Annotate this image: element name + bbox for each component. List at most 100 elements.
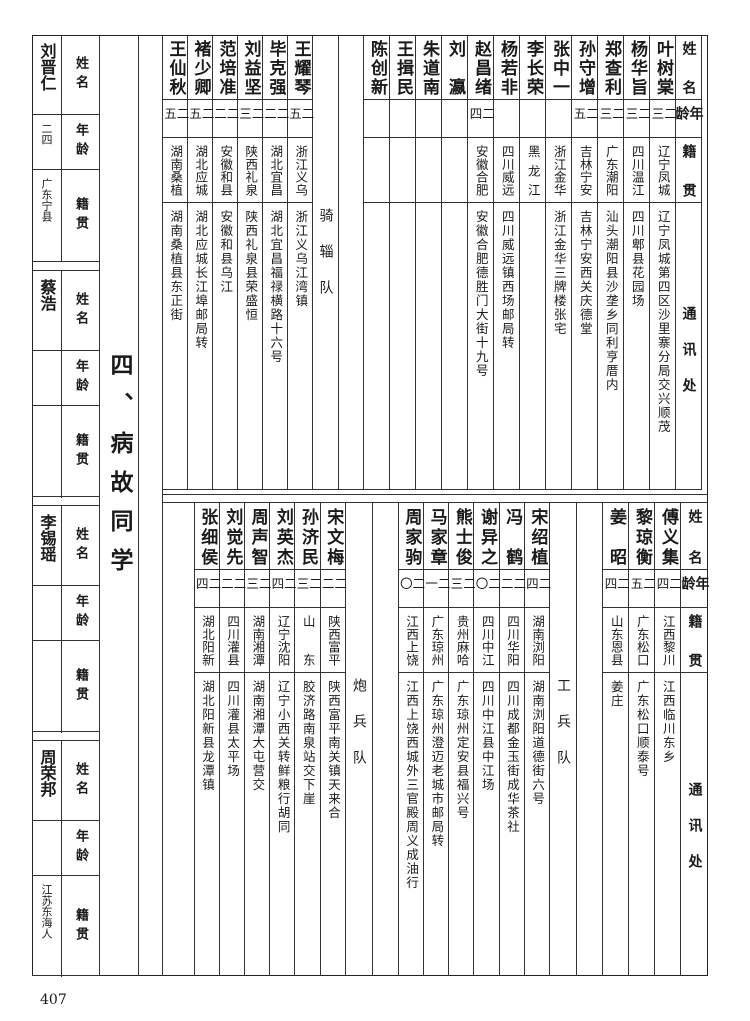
entry-address: 广东琼州澄迈老城市邮局转 (429, 680, 445, 848)
entry-origin: 陕西富平 (325, 615, 341, 666)
header-cell-age: 年龄 (674, 100, 704, 138)
entry-origin: 四川中江 (479, 615, 495, 666)
group-label-column: 工兵队 (549, 503, 576, 976)
entry-origin-cell: 湖南桑植 (163, 138, 187, 203)
entry-origin: 湖南桑植 (168, 145, 184, 196)
entry-origin: 吉林宁安 (577, 145, 593, 196)
entry-name-cell: 周声智 (245, 503, 270, 570)
roster-entry: 王仙秋 二五 湖南桑植 湖南桑植县东正街 (162, 35, 190, 489)
entry-name-cell: 杨若非 (494, 35, 519, 100)
entry-origin-cell: 四川灌县 (219, 608, 244, 673)
roster-entry: 周家驹 二〇 江西上饶 江西上饶西城外三官殿周义成油行 (397, 503, 426, 976)
entry-age: 二三 (244, 577, 272, 590)
entry-age: 二一 (423, 577, 451, 590)
entry-name-cell: 冯鹤 (499, 503, 524, 570)
entry-origin: 四川威远 (499, 145, 515, 196)
deceased-origin-label-cell: 籍贯 (62, 170, 99, 262)
entry-age-cell: 二四 (467, 100, 496, 138)
roster-entry: 杨若非 四川威远 四川威远镇西场邮局转 (493, 35, 519, 489)
header-origin: 籍贯 (680, 144, 697, 197)
entry-age-cell: 二一 (423, 570, 451, 608)
roster-entry: 刘瀛 (441, 35, 467, 489)
entry-origin: 浙江金华 (551, 145, 567, 196)
entry-age-cell: 二〇 (397, 570, 426, 608)
entry-address-cell (520, 203, 545, 490)
roster-entry: 刘英杰 二四 辽宁沈阳 辽宁小西关转鲜粮行胡同 (269, 503, 297, 976)
entry-age-cell: 二三 (448, 570, 476, 608)
entry-origin: 安徽合肥 (473, 145, 489, 196)
blank-column (371, 503, 398, 976)
entry-address: 湖北应城长江埠邮局转 (193, 210, 209, 350)
entry-address-cell: 广东松口顺泰号 (629, 673, 654, 976)
entry-name-cell: 赵昌绪 (468, 35, 493, 100)
entry-address-cell: 湖南湘潭大屯营交 (245, 673, 269, 976)
entry-name: 傅义集 (658, 508, 678, 565)
entry-name: 刘英杰 (272, 508, 293, 565)
entry-origin: 黑龙江 (525, 145, 541, 196)
header-cell-origin: 籍贯 (676, 138, 701, 203)
deceased-origin-label: 籍贯 (73, 197, 88, 235)
entry-address-cell: 陕西礼泉县荣盛恒 (238, 203, 262, 490)
deceased-name-label-cell: 姓名 (62, 271, 99, 350)
section-title: 四、病故同学 (106, 353, 133, 587)
entry-name: 王耀琴 (290, 40, 311, 95)
roster-entry: 张中一 浙江金华 浙江金华三牌楼张宅 (545, 35, 571, 489)
entry-address-cell: 湖北阳新县龙潭镇 (195, 673, 219, 976)
entry-age: 二〇 (397, 577, 426, 590)
entry-name-cell: 张细侯 (194, 503, 219, 570)
entry-name-cell: 褚少卿 (188, 35, 212, 100)
roster-entry: 姜昭 二四 山东恩县 姜庄 (602, 503, 630, 976)
entry-age: 二二 (319, 577, 348, 590)
entry-origin-cell (364, 138, 389, 203)
deceased-name-label: 姓名 (73, 761, 88, 800)
roster-entry: 褚少卿 二五 湖北应城 湖北应城长江埠邮局转 (187, 35, 215, 489)
entry-origin-cell: 辽宁凤城 (650, 138, 675, 203)
deceased-age-label: 年龄 (73, 123, 88, 161)
entry-name-cell: 孙济民 (295, 503, 320, 570)
entry-name: 刘益坚 (240, 40, 261, 95)
entry-origin: 湖北宜昌 (268, 145, 284, 196)
entry-name: 李长荣 (523, 40, 543, 95)
deceased-name-value-cell: 刘晋仁 (32, 35, 62, 114)
entry-name: 宋绍植 (527, 508, 548, 565)
roster-entry: 郑查利 二三 广东潮阳 汕头潮阳县沙垄乡同利亨厝内 (597, 35, 625, 489)
deceased-origin-label-cell: 籍贯 (62, 876, 99, 977)
entry-age-cell: 二三 (237, 100, 265, 138)
entry-name-cell: 张中一 (546, 35, 571, 100)
entry-origin: 安徽和县 (218, 145, 234, 196)
entry-age: 二三 (448, 577, 476, 590)
entry-address-cell: 辽宁小西关转鲜粮行胡同 (270, 673, 294, 976)
deceased-origin: 江苏东海人 (40, 884, 53, 939)
entry-address-cell: 四川郫县花园场 (624, 203, 649, 490)
entry-name-cell: 周家驹 (398, 503, 423, 570)
roster-entry: 孙守增 二五 吉林宁安 吉林宁安西关庆德堂 (571, 35, 599, 489)
entry-age-cell: 二三 (598, 100, 625, 138)
entry-address-cell: 四川成都金玉街成华茶社 (500, 673, 524, 976)
entry-age-cell (390, 100, 415, 138)
entry-origin-cell: 湖北宜昌 (263, 138, 287, 203)
deceased-age-value-cell (32, 821, 62, 875)
roster-entry: 傅义集 二四 江西黎川 江西临川东乡 (654, 503, 682, 976)
entry-origin-cell: 浙江义乌 (288, 138, 312, 203)
entry-age: 二〇 (473, 577, 502, 590)
entry-origin: 湖北应城 (193, 145, 209, 196)
entry-age: 二四 (467, 107, 496, 120)
entry-origin: 湖北阳新 (199, 615, 215, 666)
entry-name-cell: 黎琼衡 (629, 503, 654, 570)
roster-entry: 刘觉先 二二 四川灌县 四川灌县太平场 (218, 503, 246, 976)
header-address: 通讯处 (686, 782, 703, 891)
entry-name-cell: 姜昭 (603, 503, 628, 570)
entry-name: 王仙秋 (165, 40, 186, 95)
deceased-name-label: 姓名 (73, 291, 88, 330)
entry-origin-cell: 山东 (295, 608, 320, 673)
deceased-name-label: 姓名 (73, 526, 88, 565)
entry-age-cell: 二二 (219, 570, 246, 608)
deceased-origin-label: 籍贯 (73, 907, 88, 946)
entry-address: 浙江义乌江湾镇 (293, 210, 309, 308)
deceased-name-label-cell: 姓名 (62, 35, 99, 114)
entry-origin: 浙江义乌 (293, 145, 309, 196)
entry-origin-cell: 吉林宁安 (572, 138, 597, 203)
entry-address: 江西临川东乡 (660, 680, 676, 764)
entry-origin-cell: 湖北应城 (188, 138, 212, 203)
entry-origin: 陕西礼泉 (243, 145, 259, 196)
